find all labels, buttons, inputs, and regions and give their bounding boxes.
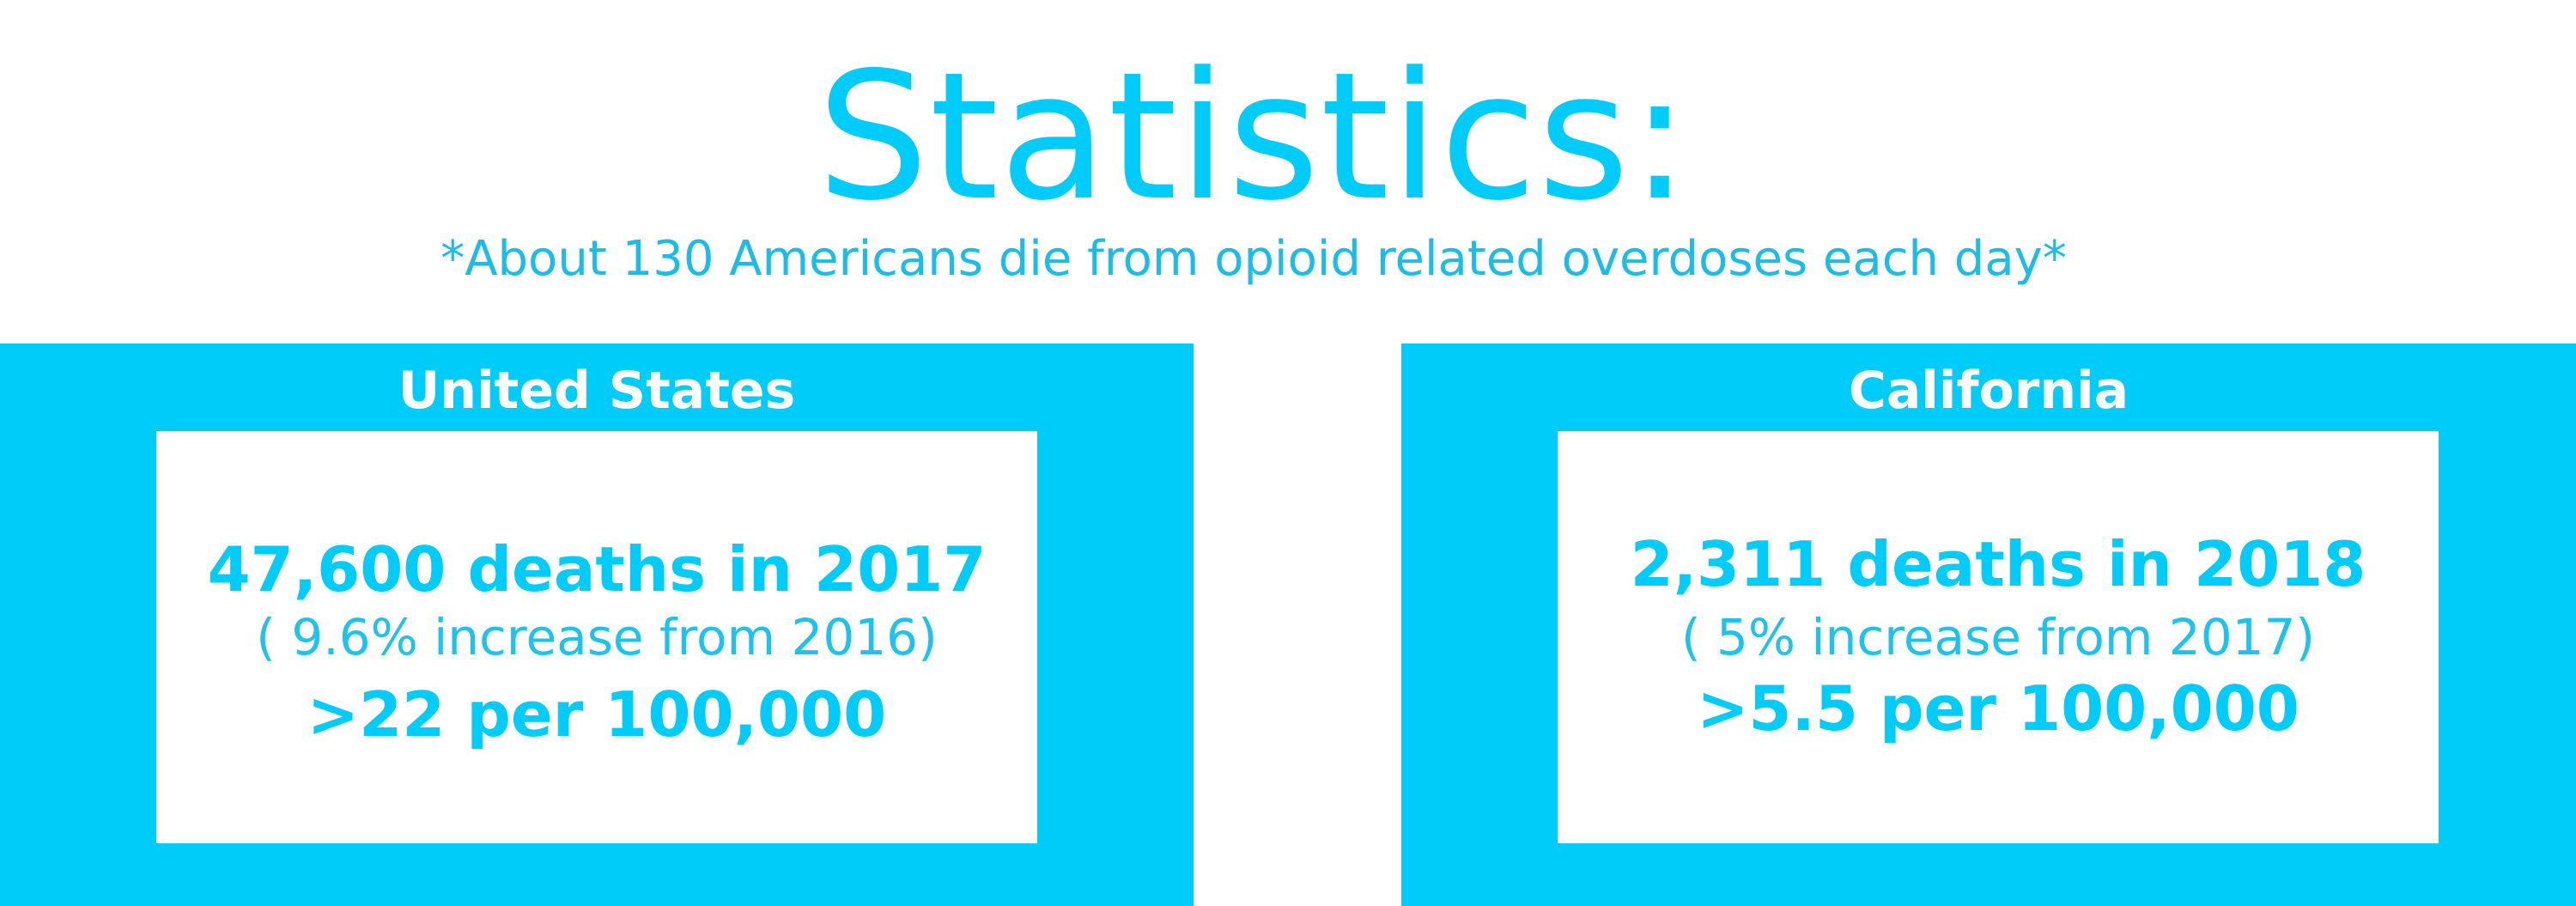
california-panel: California 2,311 deaths in 2018 ( 5% inc… [1401,344,2576,906]
california-stats-box: 2,311 deaths in 2018 ( 5% increase from … [1558,431,2439,843]
united-states-rate: >22 per 100,000 [307,678,887,751]
united-states-increase: ( 9.6% increase from 2016) [256,608,938,666]
california-increase: ( 5% increase from 2017) [1680,608,2316,666]
california-deaths: 2,311 deaths in 2018 [1630,528,2366,600]
united-states-stats-box: 47,600 deaths in 2017 ( 9.6% increase fr… [156,431,1037,843]
page-title: Statistics: [817,35,1691,240]
united-states-deaths: 47,600 deaths in 2017 [207,533,987,605]
california-rate: >5.5 per 100,000 [1697,672,2300,745]
panel-title-united-states: United States [398,361,796,421]
united-states-panel: United States 47,600 deaths in 2017 ( 9.… [0,344,1194,906]
panel-title-california: California [1848,361,2129,421]
page-subtitle: *About 130 Americans die from opioid rel… [440,231,2067,287]
